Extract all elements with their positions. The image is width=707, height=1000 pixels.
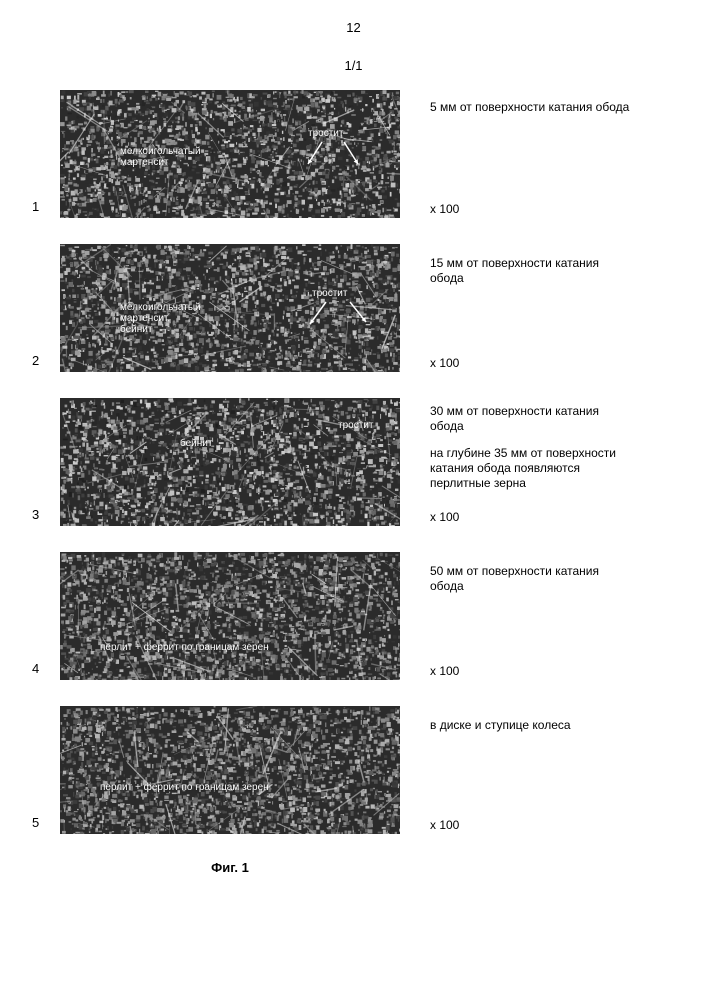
row-description: 15 мм от поверхности катания обода (430, 256, 630, 286)
row-description: 50 мм от поверхности катания обода (430, 564, 630, 594)
row-side-text: в диске и ступице колеса х 100 (430, 706, 650, 834)
micrograph-overlay-label: бейнит (180, 438, 212, 449)
row-side-text: 15 мм от поверхности катания обода х 100 (430, 244, 650, 372)
row-description-secondary: на глубине 35 мм от поверхности катания … (430, 446, 630, 491)
micrograph-image: перлит + феррит по границам зерен (60, 706, 400, 834)
magnification-label: х 100 (430, 202, 459, 216)
figure-row: 4перлит + феррит по границам зерен50 мм … (60, 552, 677, 680)
row-number: 1 (32, 199, 39, 214)
arrow-icon (60, 90, 400, 218)
micrograph-image: мелкоигольчатый мартенсит, бейниттростит (60, 244, 400, 372)
micrograph-overlay-label: перлит + феррит по границам зерен (100, 782, 269, 793)
figure-row: 2мелкоигольчатый мартенсит, бейниттрости… (60, 244, 677, 372)
row-description: 30 мм от поверхности катания обода (430, 404, 630, 434)
figure-caption: Фиг. 1 (60, 860, 400, 875)
row-side-text: 5 мм от поверхности катания обода х 100 (430, 90, 650, 218)
row-description: в диске и ступице колеса (430, 718, 630, 733)
micrograph-overlay-label: тростит (338, 420, 373, 431)
row-number: 2 (32, 353, 39, 368)
arrow-icon (60, 244, 400, 372)
figure-row: 1мелкоигольчатый мартенситтростит5 мм от… (60, 90, 677, 218)
row-number: 4 (32, 661, 39, 676)
row-number: 3 (32, 507, 39, 522)
magnification-label: х 100 (430, 818, 459, 832)
page-number: 12 (346, 20, 360, 35)
row-side-text: 30 мм от поверхности катания обода на глу… (430, 398, 650, 526)
figure-row: 3бейниттростит30 мм от поверхности катан… (60, 398, 677, 526)
row-description: 5 мм от поверхности катания обода (430, 100, 630, 115)
magnification-label: х 100 (430, 356, 459, 370)
figure-row: 5перлит + феррит по границам зеренв диск… (60, 706, 677, 834)
figure-index: 1/1 (344, 58, 362, 73)
magnification-label: х 100 (430, 664, 459, 678)
micrograph-image: бейнит тростит (60, 398, 400, 526)
row-number: 5 (32, 815, 39, 830)
magnification-label: х 100 (430, 510, 459, 524)
micrograph-image: мелкоигольчатый мартенситтростит (60, 90, 400, 218)
figure-area: 1мелкоигольчатый мартенситтростит5 мм от… (60, 90, 677, 875)
micrograph-image: перлит + феррит по границам зерен (60, 552, 400, 680)
row-side-text: 50 мм от поверхности катания обода х 100 (430, 552, 650, 680)
micrograph-overlay-label: перлит + феррит по границам зерен (100, 642, 269, 653)
